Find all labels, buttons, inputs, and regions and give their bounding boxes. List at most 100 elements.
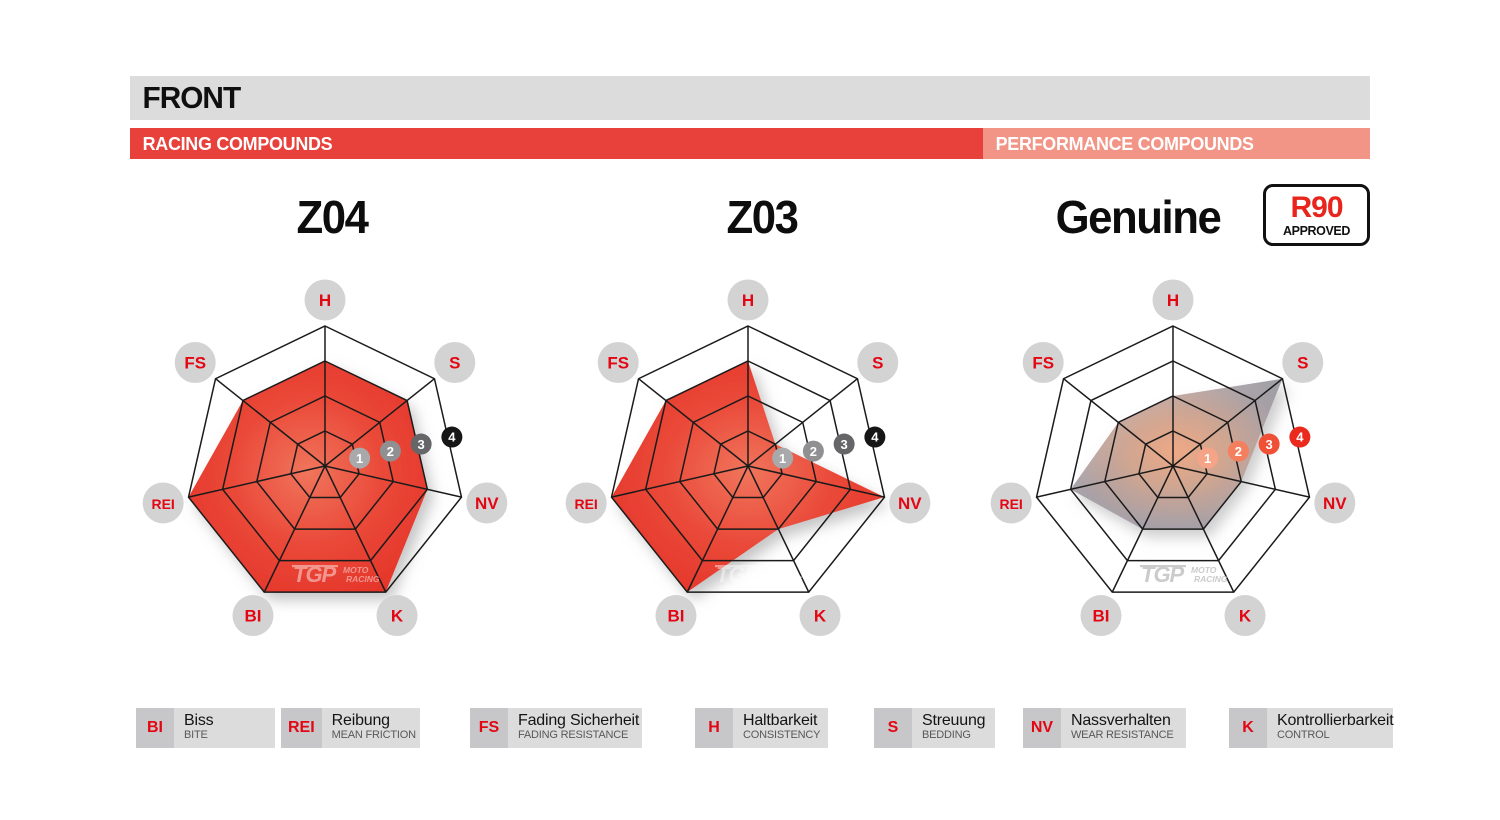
axis-label-FS: FS bbox=[1032, 354, 1054, 373]
axis-label-circle-S bbox=[1282, 342, 1324, 384]
axis-label-circle-S bbox=[857, 342, 899, 384]
data-polygon-genuine bbox=[1070, 378, 1283, 530]
r90-badge-code: R90 bbox=[1290, 190, 1343, 224]
grid-spoke-REI bbox=[1036, 465, 1174, 498]
scale-marker-label-1: 1 bbox=[1204, 451, 1211, 466]
scale-marker-4 bbox=[441, 426, 463, 448]
performance-compounds-segment: PERFORMANCE COMPOUNDS bbox=[983, 128, 1370, 159]
axis-label-circle-BI bbox=[232, 595, 274, 637]
grid-spoke-S bbox=[324, 378, 435, 467]
data-polygon-z03 bbox=[611, 361, 885, 593]
legend-term-en: BITE bbox=[184, 729, 208, 741]
axis-label-BI: BI bbox=[1092, 607, 1109, 626]
legend-item-h: H Haltbarkeit CONSISTENCY bbox=[695, 708, 828, 748]
grid-spoke-REI bbox=[611, 465, 749, 498]
grid-spoke-FS bbox=[638, 378, 749, 467]
axis-label-circle-H bbox=[727, 279, 769, 321]
legend-term-en: CONSISTENCY bbox=[743, 729, 821, 741]
axis-label-K: K bbox=[391, 607, 404, 626]
axis-label-circle-K bbox=[1224, 595, 1266, 637]
racing-compounds-label: RACING COMPOUNDS bbox=[142, 132, 333, 154]
grid-spoke-NV bbox=[1172, 465, 1310, 498]
scale-marker-2 bbox=[379, 440, 401, 462]
legend-item-bi: BI Biss BITE bbox=[136, 708, 275, 748]
grid-ring-2 bbox=[1103, 395, 1243, 530]
axis-label-H: H bbox=[1167, 291, 1179, 310]
grid-spoke-BI bbox=[686, 465, 749, 593]
axis-label-circle-BI bbox=[1080, 595, 1122, 637]
watermark-racing: RACING bbox=[346, 574, 380, 584]
legend-abbr-rei: REI bbox=[281, 708, 322, 748]
axis-label-K: K bbox=[814, 607, 827, 626]
scale-marker-label-4: 4 bbox=[448, 430, 456, 445]
axis-label-circle-K bbox=[799, 595, 841, 637]
chart-title-genuine: Genuine bbox=[1055, 191, 1222, 243]
axis-label-NV: NV bbox=[475, 494, 499, 513]
grid-ring-3 bbox=[221, 360, 429, 562]
legend-term-de: Biss bbox=[184, 712, 214, 729]
scale-marker-3 bbox=[833, 433, 855, 455]
grid-spoke-S bbox=[1172, 378, 1283, 467]
axis-label-REI: REI bbox=[999, 496, 1022, 512]
legend-item-s: S Streuung BEDDING bbox=[874, 708, 995, 748]
scale-marker-label-2: 2 bbox=[810, 444, 817, 459]
scale-marker-3 bbox=[1258, 433, 1280, 455]
grid-spoke-K bbox=[747, 465, 810, 593]
legend-term-en: FADING RESISTANCE bbox=[518, 729, 629, 741]
grid-spoke-S bbox=[747, 378, 858, 467]
legend-item-fs: FS Fading Sicherheit FADING RESISTANCE bbox=[470, 708, 642, 748]
grid-ring-1 bbox=[290, 430, 360, 499]
watermark-bar bbox=[292, 565, 338, 568]
axis-label-circle-FS bbox=[174, 342, 216, 384]
watermark-racing: RACING bbox=[1194, 574, 1228, 584]
legend-abbr-h: H bbox=[695, 708, 733, 748]
watermark-tgp: TGP bbox=[293, 562, 337, 587]
scale-marker-1 bbox=[1197, 447, 1219, 469]
watermark-bar bbox=[715, 565, 761, 568]
axis-label-REI: REI bbox=[151, 496, 174, 512]
r90-badge-approved: APPROVED bbox=[1283, 223, 1350, 238]
legend-term-en: CONTROL bbox=[1277, 729, 1330, 741]
watermark-racing: RACING bbox=[769, 574, 803, 584]
radar-grid bbox=[1035, 325, 1311, 593]
legend-term-de: Kontrollierbarkeit bbox=[1277, 712, 1394, 729]
legend-abbr-nv: NV bbox=[1023, 708, 1061, 748]
grid-ring-1 bbox=[713, 430, 783, 499]
scale-marker-label-3: 3 bbox=[841, 437, 848, 452]
watermark-moto: MOTO bbox=[1191, 565, 1217, 575]
scale-marker-3 bbox=[410, 433, 432, 455]
legend-term-de: Reibung bbox=[331, 712, 390, 729]
axis-label-circle-NV bbox=[466, 482, 508, 524]
data-polygon-z04 bbox=[188, 361, 428, 593]
legend-item-k: K Kontrollierbarkeit CONTROL bbox=[1229, 708, 1394, 748]
legend-term-en: MEAN FRICTION bbox=[331, 729, 416, 741]
legend-text-bi: Biss BITE bbox=[174, 708, 275, 748]
axis-label-circle-H bbox=[1152, 279, 1194, 321]
legend-row: BI Biss BITE REI Reibung MEAN FRICTION FS Fadin… bbox=[0, 708, 1500, 748]
axis-label-NV: NV bbox=[898, 494, 922, 513]
legend-text-fs: Fading Sicherheit FADING RESISTANCE bbox=[508, 708, 642, 748]
scale-marker-4 bbox=[1289, 426, 1311, 448]
scale-marker-label-3: 3 bbox=[418, 437, 425, 452]
axis-label-circle-BI bbox=[655, 595, 697, 637]
scale-marker-1 bbox=[349, 447, 371, 469]
axis-label-H: H bbox=[742, 291, 754, 310]
legend-abbr-bi: BI bbox=[136, 708, 174, 748]
scale-marker-label-3: 3 bbox=[1266, 437, 1273, 452]
axis-label-REI: REI bbox=[574, 496, 597, 512]
grid-spoke-BI bbox=[1111, 465, 1174, 593]
legend-item-nv: NV Nassverhalten WEAR RESISTANCE bbox=[1023, 708, 1186, 748]
compound-section-bar: RACING COMPOUNDS PERFORMANCE COMPOUNDS bbox=[130, 128, 1370, 159]
legend-abbr-k: K bbox=[1229, 708, 1267, 748]
scale-marker-1 bbox=[772, 447, 794, 469]
chart-title-z03: Z03 bbox=[726, 191, 798, 243]
grid-ring-4 bbox=[610, 325, 886, 593]
axis-label-circle-REI bbox=[990, 482, 1032, 524]
legend-term-en: BEDDING bbox=[922, 729, 971, 741]
scale-marker-label-2: 2 bbox=[1235, 444, 1242, 459]
axis-label-circle-S bbox=[434, 342, 476, 384]
